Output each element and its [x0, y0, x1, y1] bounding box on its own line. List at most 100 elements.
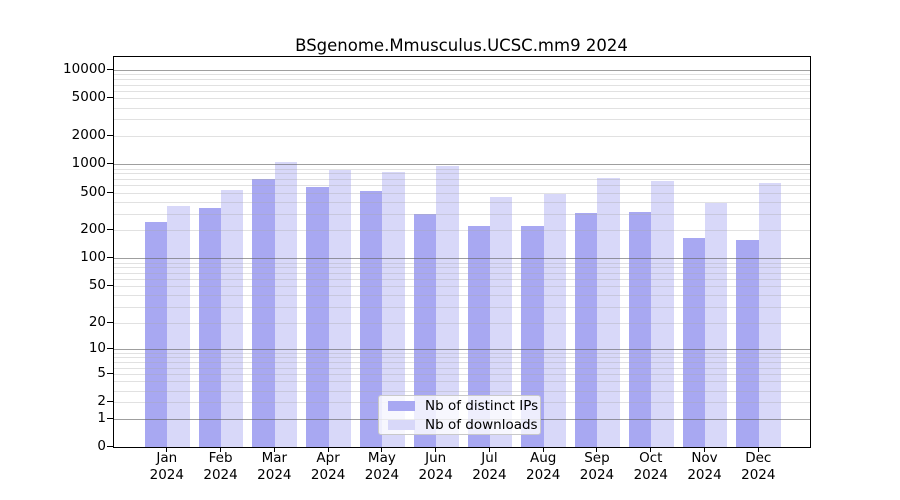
gridline-minor — [114, 74, 810, 76]
y-tick-mark — [107, 229, 113, 231]
x-tick-year: 2024 — [472, 466, 507, 483]
x-tick-month: Sep — [584, 450, 610, 466]
x-tick-month: Apr — [316, 450, 340, 466]
gridline-minor — [114, 322, 810, 324]
gridline-minor — [114, 230, 810, 232]
x-tick-label: Mar 2024 — [242, 450, 306, 483]
bar-distinct-ips — [359, 190, 383, 447]
x-tick-year: 2024 — [257, 466, 292, 483]
bar-downloads — [167, 205, 190, 447]
bar-distinct-ips — [467, 225, 490, 447]
y-tick-label: 2000 — [71, 126, 106, 143]
gridline-major — [114, 70, 810, 72]
y-tick-mark — [107, 321, 113, 323]
gridline-minor — [114, 286, 810, 288]
gridline-minor — [114, 178, 810, 180]
x-tick-month: Mar — [261, 450, 288, 466]
gridline-minor — [114, 373, 810, 375]
gridline-minor — [114, 119, 810, 121]
x-tick-year: 2024 — [364, 466, 400, 483]
x-tick-label: Jan 2024 — [135, 450, 199, 483]
x-tick-mark — [757, 447, 759, 452]
y-tick-label: 10000 — [63, 61, 106, 78]
y-tick-label: 200 — [80, 221, 106, 238]
x-tick-label: Nov 2024 — [673, 450, 737, 483]
x-tick-year: 2024 — [310, 466, 346, 483]
y-tick-mark — [107, 163, 113, 165]
bar-distinct-ips — [413, 213, 437, 447]
y-tick-label: 50 — [88, 277, 106, 294]
bar-distinct-ips — [252, 178, 275, 447]
gridline-minor — [114, 367, 810, 369]
x-tick-month: Jun — [425, 450, 447, 466]
x-tick-label: Oct 2024 — [619, 450, 683, 483]
legend-label-downloads: Nb of downloads — [425, 416, 538, 433]
gridline-minor — [114, 173, 810, 175]
gridline-major — [114, 349, 810, 351]
bar-downloads — [597, 178, 620, 447]
x-tick-month: Jan — [156, 450, 178, 466]
x-tick-label: May 2024 — [350, 450, 414, 483]
x-tick-year: 2024 — [579, 466, 615, 483]
x-tick-year: 2024 — [149, 466, 184, 483]
bar-downloads — [221, 190, 244, 447]
x-tick-label: Sep 2024 — [565, 450, 629, 483]
gridline-minor — [114, 353, 810, 354]
gridline-minor — [114, 381, 810, 383]
y-tick-label: 2 — [97, 393, 106, 410]
gridline-minor — [114, 362, 810, 364]
gridline-minor — [114, 272, 810, 274]
legend-swatch-downloads — [388, 419, 415, 430]
bar-downloads — [489, 197, 513, 447]
x-tick-mark — [273, 447, 275, 452]
y-tick-label: 1 — [97, 409, 106, 426]
bar-downloads — [436, 166, 459, 447]
y-tick-label: 500 — [80, 183, 106, 200]
x-tick-month: Aug — [530, 450, 557, 466]
x-tick-label: Jul 2024 — [457, 450, 521, 483]
gridline-minor — [114, 185, 810, 187]
gridline-minor — [114, 306, 810, 308]
x-tick-mark — [596, 447, 598, 452]
x-tick-year: 2024 — [687, 466, 722, 483]
bar-distinct-ips — [144, 221, 168, 447]
x-tick-month: Oct — [639, 450, 663, 466]
bar-distinct-ips — [521, 225, 544, 447]
gridline-minor — [114, 357, 810, 359]
y-tick-label: 5000 — [71, 89, 106, 106]
x-tick-year: 2024 — [741, 466, 776, 483]
x-tick-mark — [327, 447, 329, 452]
bar-downloads — [543, 194, 567, 447]
gridline-minor — [114, 278, 810, 280]
legend-item-distinct-ips: Nb of distinct IPs — [388, 398, 540, 414]
x-tick-year: 2024 — [203, 466, 238, 483]
gridline-minor — [114, 107, 810, 109]
legend-label-distinct-ips: Nb of distinct IPs — [425, 397, 539, 414]
y-tick-label: 0 — [97, 438, 106, 455]
x-tick-mark — [381, 447, 383, 452]
chart-title: BSgenome.Mmusculus.UCSC.mm9 2024 — [295, 36, 628, 55]
y-tick-mark — [107, 69, 113, 71]
x-tick-mark — [435, 447, 437, 452]
x-tick-label: Aug 2024 — [511, 450, 575, 483]
gridline-minor — [114, 201, 810, 203]
bar-downloads — [382, 171, 405, 447]
y-tick-label: 100 — [80, 249, 106, 266]
x-tick-mark — [166, 447, 168, 452]
bar-distinct-ips — [628, 211, 652, 447]
x-tick-label: Feb 2024 — [189, 450, 253, 483]
gridline-minor — [114, 295, 810, 297]
x-tick-month: Dec — [745, 450, 772, 466]
bar-downloads — [758, 183, 782, 447]
bar-distinct-ips — [682, 237, 706, 447]
y-tick-mark — [107, 191, 113, 193]
y-tick-mark — [107, 134, 113, 136]
x-tick-month: Jul — [481, 450, 498, 466]
x-tick-month: May — [367, 450, 396, 466]
x-tick-mark — [704, 447, 706, 452]
x-tick-label: Dec 2024 — [726, 450, 790, 483]
gridline-minor — [114, 98, 810, 100]
gridline-major — [114, 164, 810, 166]
bar-downloads — [651, 181, 674, 447]
